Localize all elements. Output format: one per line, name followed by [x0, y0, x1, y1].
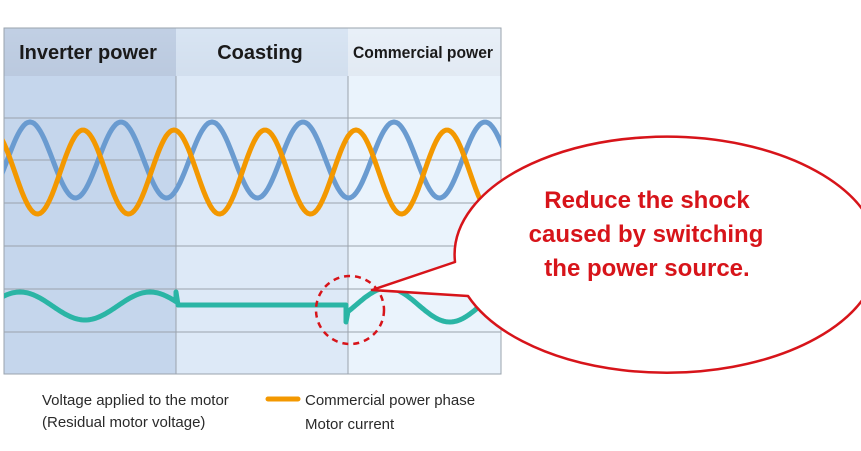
callout-text-line-1: Reduce the shock — [544, 187, 750, 214]
switching-point-highlight — [314, 274, 386, 346]
phase-label-inverter: Inverter power — [19, 42, 157, 64]
legend-current-label: Motor current — [305, 416, 395, 433]
voltage-waveform — [4, 119, 501, 201]
phase-bg-coasting — [176, 76, 348, 374]
legend-commercial-label: Commercial power phase — [305, 392, 476, 409]
callout-text-line-3: the power source. — [544, 255, 749, 282]
callout-text-line-2: caused by switching — [529, 221, 764, 248]
phase-header-commercial-shade — [348, 28, 501, 76]
callout-bubble — [370, 135, 861, 374]
phase-header-coasting-shade — [176, 28, 348, 76]
phase-label-commercial: Commercial power — [353, 43, 493, 62]
legend-voltage-line-2: (Residual motor voltage) — [42, 414, 206, 431]
phase-header-inverter-shade — [4, 28, 176, 76]
motor-current-waveform — [4, 285, 501, 325]
commercial-phase-waveform — [4, 127, 501, 217]
phase-label-coasting: Coasting — [217, 42, 303, 64]
legend-voltage-line-1: Voltage applied to the motor — [42, 392, 229, 409]
phase-bg-inverter — [4, 76, 176, 374]
